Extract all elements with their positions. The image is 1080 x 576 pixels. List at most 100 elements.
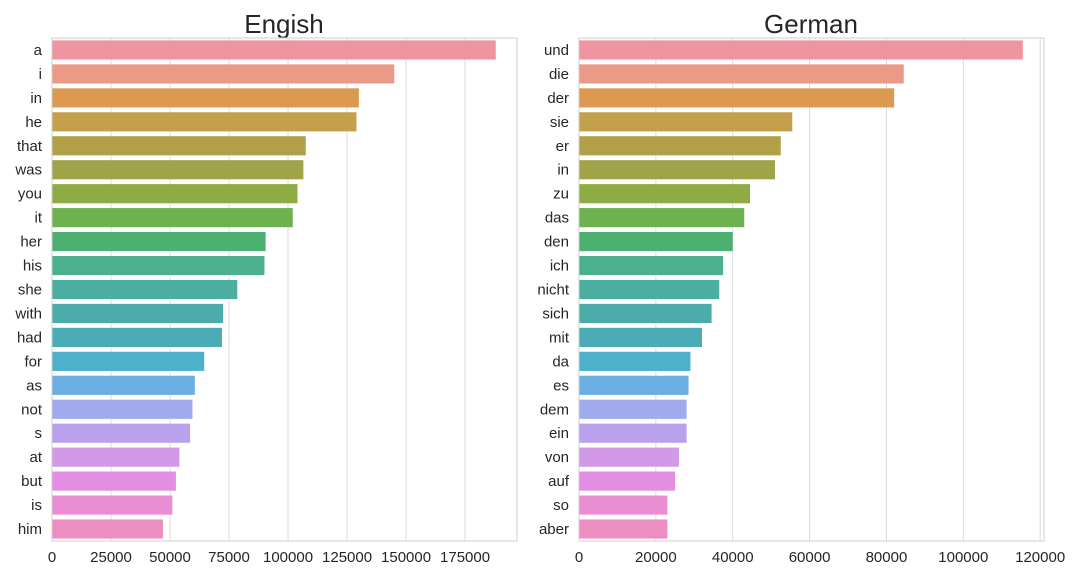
english-y-tick-label: had [17,329,42,346]
german-x-tick-label: 120000 [1015,549,1065,566]
german-bar-er [579,136,781,156]
german-y-tick-label: sie [550,114,569,131]
english-y-tick-label: for [24,353,42,370]
english-x-tick-label: 125000 [322,549,372,566]
german-bar-die [579,64,904,84]
english-y-tick-label: his [23,258,42,275]
german-y-tick-label: und [544,42,569,59]
english-y-tick-label: it [35,210,43,227]
german-bar-so [579,495,668,515]
german-bar-ich [579,255,724,276]
german-bar-von [579,447,679,467]
german-y-tick-label: das [545,210,569,227]
english-bar-s [52,423,191,443]
english-bar-at [52,447,180,467]
german-y-tick-label: aber [539,521,569,538]
german-bar-nicht [579,279,720,300]
english-y-tick-label: that [17,138,43,155]
english-bars [52,40,496,539]
english-bar-it [52,208,293,228]
german-x-tick-label: 20000 [635,549,677,566]
german-y-tick-label: sich [542,305,569,322]
english-bar-him [52,519,163,539]
english-y-tick-label: is [31,497,42,514]
english-y-tick-labels: ai in he that was you it her his she with had for as n… [14,42,43,538]
english-bar-she [52,279,238,300]
english-y-tick-label: at [29,449,42,466]
german-bar-zu [579,184,751,204]
german-y-tick-label: es [553,377,569,394]
english-bar-i [52,64,395,84]
english-y-tick-label: him [18,521,42,538]
english-bar-that [52,136,306,156]
english-plot-frame [51,37,518,542]
german-bar-ein [579,423,687,443]
english-bar-he [52,112,357,132]
german-bar-mit [579,327,702,347]
english-y-tick-label: s [35,425,43,442]
german-y-tick-label: da [552,353,569,370]
english-bar-as [52,375,195,395]
german-y-tick-label: nicht [537,282,570,299]
english-bar-a [52,40,496,60]
german-y-tick-label: der [547,90,569,107]
german-x-tick-label: 0 [575,549,583,566]
german-title: German [764,9,858,39]
german-bar-aber [579,519,668,539]
german-panel: German und die der sie er in zu das den ich nicht s… [537,9,1065,566]
english-y-tick-label: he [25,114,42,131]
german-y-tick-label: ich [550,258,569,275]
english-title: Engish [244,9,324,39]
english-x-tick-label: 100000 [263,549,313,566]
german-x-tick-label: 100000 [938,549,988,566]
english-y-tick-label: not [21,401,43,418]
english-x-tick-labels: 0 25000 50000 75000 100000 125000 150000 175000 [48,549,490,566]
english-x-tick-label: 175000 [440,549,490,566]
english-y-tick-label: with [14,305,42,322]
english-bar-is [52,495,173,515]
english-bar-had [52,327,222,347]
english-bar-not [52,399,193,419]
german-bar-dem [579,399,687,419]
german-y-tick-label: mit [549,329,570,346]
german-y-tick-label: von [545,449,569,466]
german-y-tick-labels: und die der sie er in zu das den ich nicht sich mit d… [537,42,570,538]
german-bar-das [579,208,745,228]
english-bar-for [52,351,205,371]
english-y-tick-label: in [30,90,42,107]
german-bar-auf [579,471,676,491]
german-x-tick-label: 40000 [712,549,754,566]
german-y-tick-label: er [556,138,569,155]
german-bar-sie [579,112,793,132]
german-y-tick-label: dem [540,401,569,418]
english-y-tick-label: you [18,186,42,203]
english-bar-but [52,471,176,491]
english-y-tick-label: a [34,42,43,59]
german-bar-sich [579,303,712,324]
german-plot-frame [578,37,1045,542]
german-y-tick-label: auf [548,473,570,490]
english-y-tick-label: was [14,162,42,179]
english-y-tick-label: she [18,282,42,299]
german-x-tick-label: 80000 [866,549,908,566]
english-x-tick-label: 0 [48,549,56,566]
english-bar-her [52,232,266,252]
german-y-tick-label: in [557,162,569,179]
english-bar-you [52,184,298,204]
german-bar-es [579,375,689,395]
german-bar-in [579,160,775,180]
english-y-tick-label: as [26,377,42,394]
english-panel: Engish ai in he that was you it her his she with ha… [14,9,518,566]
german-bar-der [579,88,895,108]
german-bar-den [579,232,733,252]
english-x-tick-label: 150000 [381,549,431,566]
english-y-tick-label: i [39,66,42,83]
english-x-tick-label: 75000 [208,549,250,566]
english-y-tick-label: her [20,234,42,251]
german-y-tick-label: so [553,497,569,514]
german-x-tick-labels: 0 20000 40000 60000 80000 100000 120000 [575,549,1065,566]
english-y-tick-label: but [21,473,43,490]
english-x-tick-label: 25000 [90,549,132,566]
english-x-tick-label: 50000 [149,549,191,566]
